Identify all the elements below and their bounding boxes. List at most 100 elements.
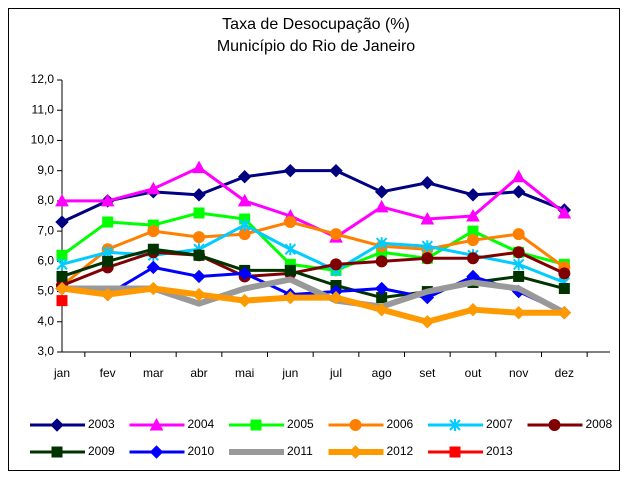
marker xyxy=(102,216,114,228)
y-tick-label: 9,0 xyxy=(37,163,54,177)
legend-label: 2007 xyxy=(486,417,513,431)
marker xyxy=(420,211,435,225)
legend-marker xyxy=(149,417,164,431)
marker xyxy=(513,270,525,282)
y-tick-label: 11,0 xyxy=(32,102,55,116)
legend-marker xyxy=(51,446,63,458)
marker xyxy=(56,295,68,307)
marker xyxy=(329,290,343,305)
legend-entry: 2011 xyxy=(229,444,313,458)
legend-label: 2012 xyxy=(387,444,414,458)
marker xyxy=(374,302,389,317)
marker xyxy=(375,255,388,268)
x-tick-label: jan xyxy=(53,366,70,380)
series xyxy=(56,295,68,307)
legend-entry: 2005 xyxy=(229,417,314,431)
marker xyxy=(511,169,526,183)
marker xyxy=(466,188,480,202)
legend-label: 2003 xyxy=(88,417,115,431)
x-tick-label: mar xyxy=(143,366,164,380)
marker xyxy=(100,193,115,207)
legend-entry: 2012 xyxy=(328,444,414,459)
marker xyxy=(250,419,262,431)
marker xyxy=(330,258,342,271)
x-tick-label: jun xyxy=(281,366,298,380)
marker xyxy=(146,281,161,296)
marker xyxy=(284,264,296,276)
y-tick-label: 4,0 xyxy=(37,314,54,328)
marker xyxy=(330,228,342,241)
legend-marker xyxy=(548,419,561,431)
marker xyxy=(449,419,461,431)
marker xyxy=(237,193,252,207)
chart-title: Taxa de Desocupação (%) xyxy=(222,16,410,33)
legend-label: 2009 xyxy=(88,444,115,458)
x-tick-label: set xyxy=(419,366,436,380)
x-tick-label: jul xyxy=(329,366,342,380)
legend-label: 2004 xyxy=(188,417,215,431)
x-tick-label: dez xyxy=(555,366,574,380)
marker xyxy=(420,176,435,190)
marker xyxy=(237,266,252,281)
legend-entry: 2010 xyxy=(129,444,215,459)
x-tick-label: out xyxy=(465,366,482,380)
marker xyxy=(192,188,206,202)
marker xyxy=(557,205,572,219)
x-tick-label: ago xyxy=(372,366,392,380)
legend-entry: 2004 xyxy=(129,417,215,431)
legend-marker xyxy=(449,419,461,431)
marker xyxy=(558,283,570,295)
x-tick-label: fev xyxy=(100,366,116,380)
legend-label: 2011 xyxy=(287,444,313,458)
series-line xyxy=(61,169,565,224)
marker xyxy=(193,249,205,261)
marker xyxy=(55,215,69,229)
marker xyxy=(193,207,205,219)
series-line xyxy=(61,250,565,287)
marker xyxy=(374,281,389,296)
legend-entry: 2008 xyxy=(527,417,613,431)
legend-marker xyxy=(149,445,164,459)
marker xyxy=(329,163,343,178)
marker xyxy=(348,445,363,459)
marker xyxy=(466,302,480,317)
marker xyxy=(374,185,389,199)
marker xyxy=(146,260,161,275)
marker xyxy=(193,231,205,244)
marker xyxy=(238,219,251,232)
marker xyxy=(511,185,526,199)
series xyxy=(55,281,572,329)
y-tick-label: 3,0 xyxy=(37,344,54,358)
legend-label: 2013 xyxy=(486,444,513,458)
legend-entry: 2007 xyxy=(428,417,513,431)
legend-entry: 2006 xyxy=(328,417,414,431)
marker xyxy=(102,255,114,267)
legend-entry: 2009 xyxy=(30,444,115,458)
marker xyxy=(51,446,63,458)
x-tick-label: mai xyxy=(235,366,254,380)
marker xyxy=(511,306,526,320)
series-line xyxy=(61,220,566,287)
x-tick-label: nov xyxy=(509,366,528,380)
marker xyxy=(284,216,297,229)
marker xyxy=(146,181,161,195)
y-tick-label: 7,0 xyxy=(37,223,54,237)
marker xyxy=(50,418,64,432)
marker xyxy=(557,306,572,320)
marker xyxy=(56,258,68,271)
marker xyxy=(55,193,69,207)
legend-marker xyxy=(250,419,262,431)
marker xyxy=(147,225,160,238)
y-tick-label: 12,0 xyxy=(31,72,55,86)
marker xyxy=(283,290,298,305)
marker xyxy=(192,287,206,302)
marker xyxy=(192,269,206,284)
marker xyxy=(558,267,571,280)
marker xyxy=(421,240,434,253)
legend-marker xyxy=(50,418,64,432)
y-tick-label: 5,0 xyxy=(37,284,54,298)
legend-entry: 2013 xyxy=(428,444,513,458)
marker xyxy=(512,228,525,241)
marker xyxy=(100,287,115,302)
